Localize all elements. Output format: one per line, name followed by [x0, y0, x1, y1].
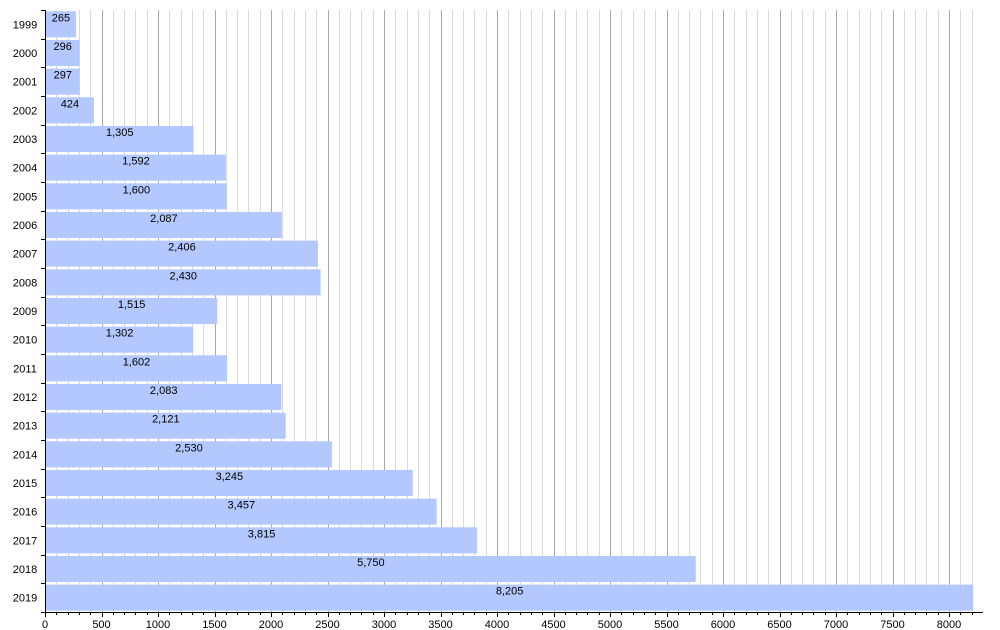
bar-2019 — [46, 584, 974, 611]
y-tick-label-2016: 2016 — [13, 507, 37, 519]
x-tick-label-2000: 2000 — [259, 619, 283, 630]
y-tick-label-2012: 2012 — [13, 392, 37, 404]
data-label-1999: 265 — [52, 12, 70, 24]
y-tick-label-2006: 2006 — [13, 220, 37, 232]
data-label-2018: 5,750 — [357, 557, 385, 569]
data-label-2015: 3,245 — [216, 471, 244, 483]
y-tick-label-2002: 2002 — [13, 105, 37, 117]
y-tick-label-2015: 2015 — [13, 478, 37, 490]
y-tick-label-2008: 2008 — [13, 277, 37, 289]
data-label-2010: 1,302 — [106, 328, 134, 340]
data-label-2005: 1,600 — [123, 184, 151, 196]
x-tick-labels: 0 500 1000 1500 2000 2500 3000 3500 4000 4500 5000… — [42, 619, 961, 630]
bar-2002 — [46, 97, 94, 124]
x-tick-label-4500: 4500 — [541, 619, 565, 630]
data-label-2000: 296 — [54, 41, 72, 53]
data-label-2011: 1,602 — [123, 356, 151, 368]
y-tick-label-2014: 2014 — [13, 449, 37, 461]
y-tick-label-1999: 1999 — [13, 19, 37, 31]
data-label-2012: 2,083 — [150, 385, 178, 397]
data-label-2009: 1,515 — [118, 299, 146, 311]
bar-2018 — [46, 555, 696, 583]
data-label-2008: 2,430 — [170, 270, 198, 282]
x-tick-label-3500: 3500 — [428, 619, 452, 630]
x-tick-label-2500: 2500 — [315, 619, 339, 630]
x-tick-label-8000: 8000 — [937, 619, 961, 630]
bar-2008 — [46, 269, 321, 296]
x-tick-label-7500: 7500 — [880, 619, 904, 630]
data-label-2014: 2,530 — [175, 442, 203, 454]
data-label-2001: 297 — [54, 70, 72, 82]
axes — [41, 10, 983, 617]
bar-2011 — [46, 355, 228, 382]
bar-2007 — [46, 240, 318, 267]
x-tick-label-500: 500 — [92, 619, 110, 630]
x-tick-label-3000: 3000 — [372, 619, 396, 630]
data-label-2004: 1,592 — [122, 156, 150, 168]
bar-2005 — [46, 183, 227, 210]
bars — [46, 11, 974, 611]
x-tick-label-4000: 4000 — [485, 619, 509, 630]
y-tick-label-2011: 2011 — [13, 363, 37, 375]
bar-2001 — [46, 68, 80, 95]
y-tick-label-2010: 2010 — [13, 335, 37, 347]
data-label-2013: 2,121 — [152, 414, 180, 426]
data-label-2017: 3,815 — [248, 528, 276, 540]
data-label-2006: 2,087 — [150, 213, 178, 225]
y-tick-label-2019: 2019 — [13, 593, 37, 605]
x-tick-label-6500: 6500 — [767, 619, 791, 630]
bar-2016 — [46, 498, 437, 525]
bar-2009 — [46, 297, 218, 325]
bar-2015 — [46, 469, 413, 497]
y-tick-label-2013: 2013 — [13, 421, 37, 433]
y-tick-label-2018: 2018 — [13, 564, 37, 576]
bar-1999 — [46, 11, 76, 38]
bar-2006 — [46, 211, 282, 239]
y-tick-labels: 1999 2000 2001 2002 2003 2004 2005 2006 2007 2008… — [13, 19, 37, 604]
x-tick-label-1000: 1000 — [146, 619, 170, 630]
y-tick-label-2017: 2017 — [13, 535, 37, 547]
bar-2010 — [46, 326, 194, 353]
data-label-2003: 1,305 — [106, 127, 134, 139]
x-tick-label-6000: 6000 — [711, 619, 735, 630]
data-label-2019: 8,205 — [496, 586, 524, 598]
y-tick-label-2000: 2000 — [13, 48, 37, 60]
bar-2012 — [46, 383, 282, 411]
y-tick-label-2005: 2005 — [13, 191, 37, 203]
bar-2000 — [46, 39, 80, 67]
data-label-2016: 3,457 — [228, 500, 256, 512]
bar-2014 — [46, 441, 332, 468]
bar-2013 — [46, 412, 286, 439]
bar-2004 — [46, 154, 226, 181]
x-tick-label-5500: 5500 — [654, 619, 678, 630]
x-tick-label-5000: 5000 — [598, 619, 622, 630]
data-labels: 265 296 297 424 1,305 1,592 1,600 2,087 2,406 2,4… — [52, 12, 524, 597]
y-tick-label-2001: 2001 — [13, 77, 37, 89]
y-tick-label-2007: 2007 — [13, 249, 37, 261]
y-tick-label-2004: 2004 — [13, 163, 37, 175]
y-tick-label-2003: 2003 — [13, 134, 37, 146]
bar-2017 — [46, 527, 478, 554]
bar-2003 — [46, 125, 194, 153]
data-label-2007: 2,406 — [168, 242, 196, 254]
x-tick-label-0: 0 — [42, 619, 48, 630]
data-label-2002: 424 — [61, 98, 79, 110]
y-tick-label-2009: 2009 — [13, 306, 37, 318]
x-tick-label-7000: 7000 — [824, 619, 848, 630]
x-tick-label-1500: 1500 — [202, 619, 226, 630]
